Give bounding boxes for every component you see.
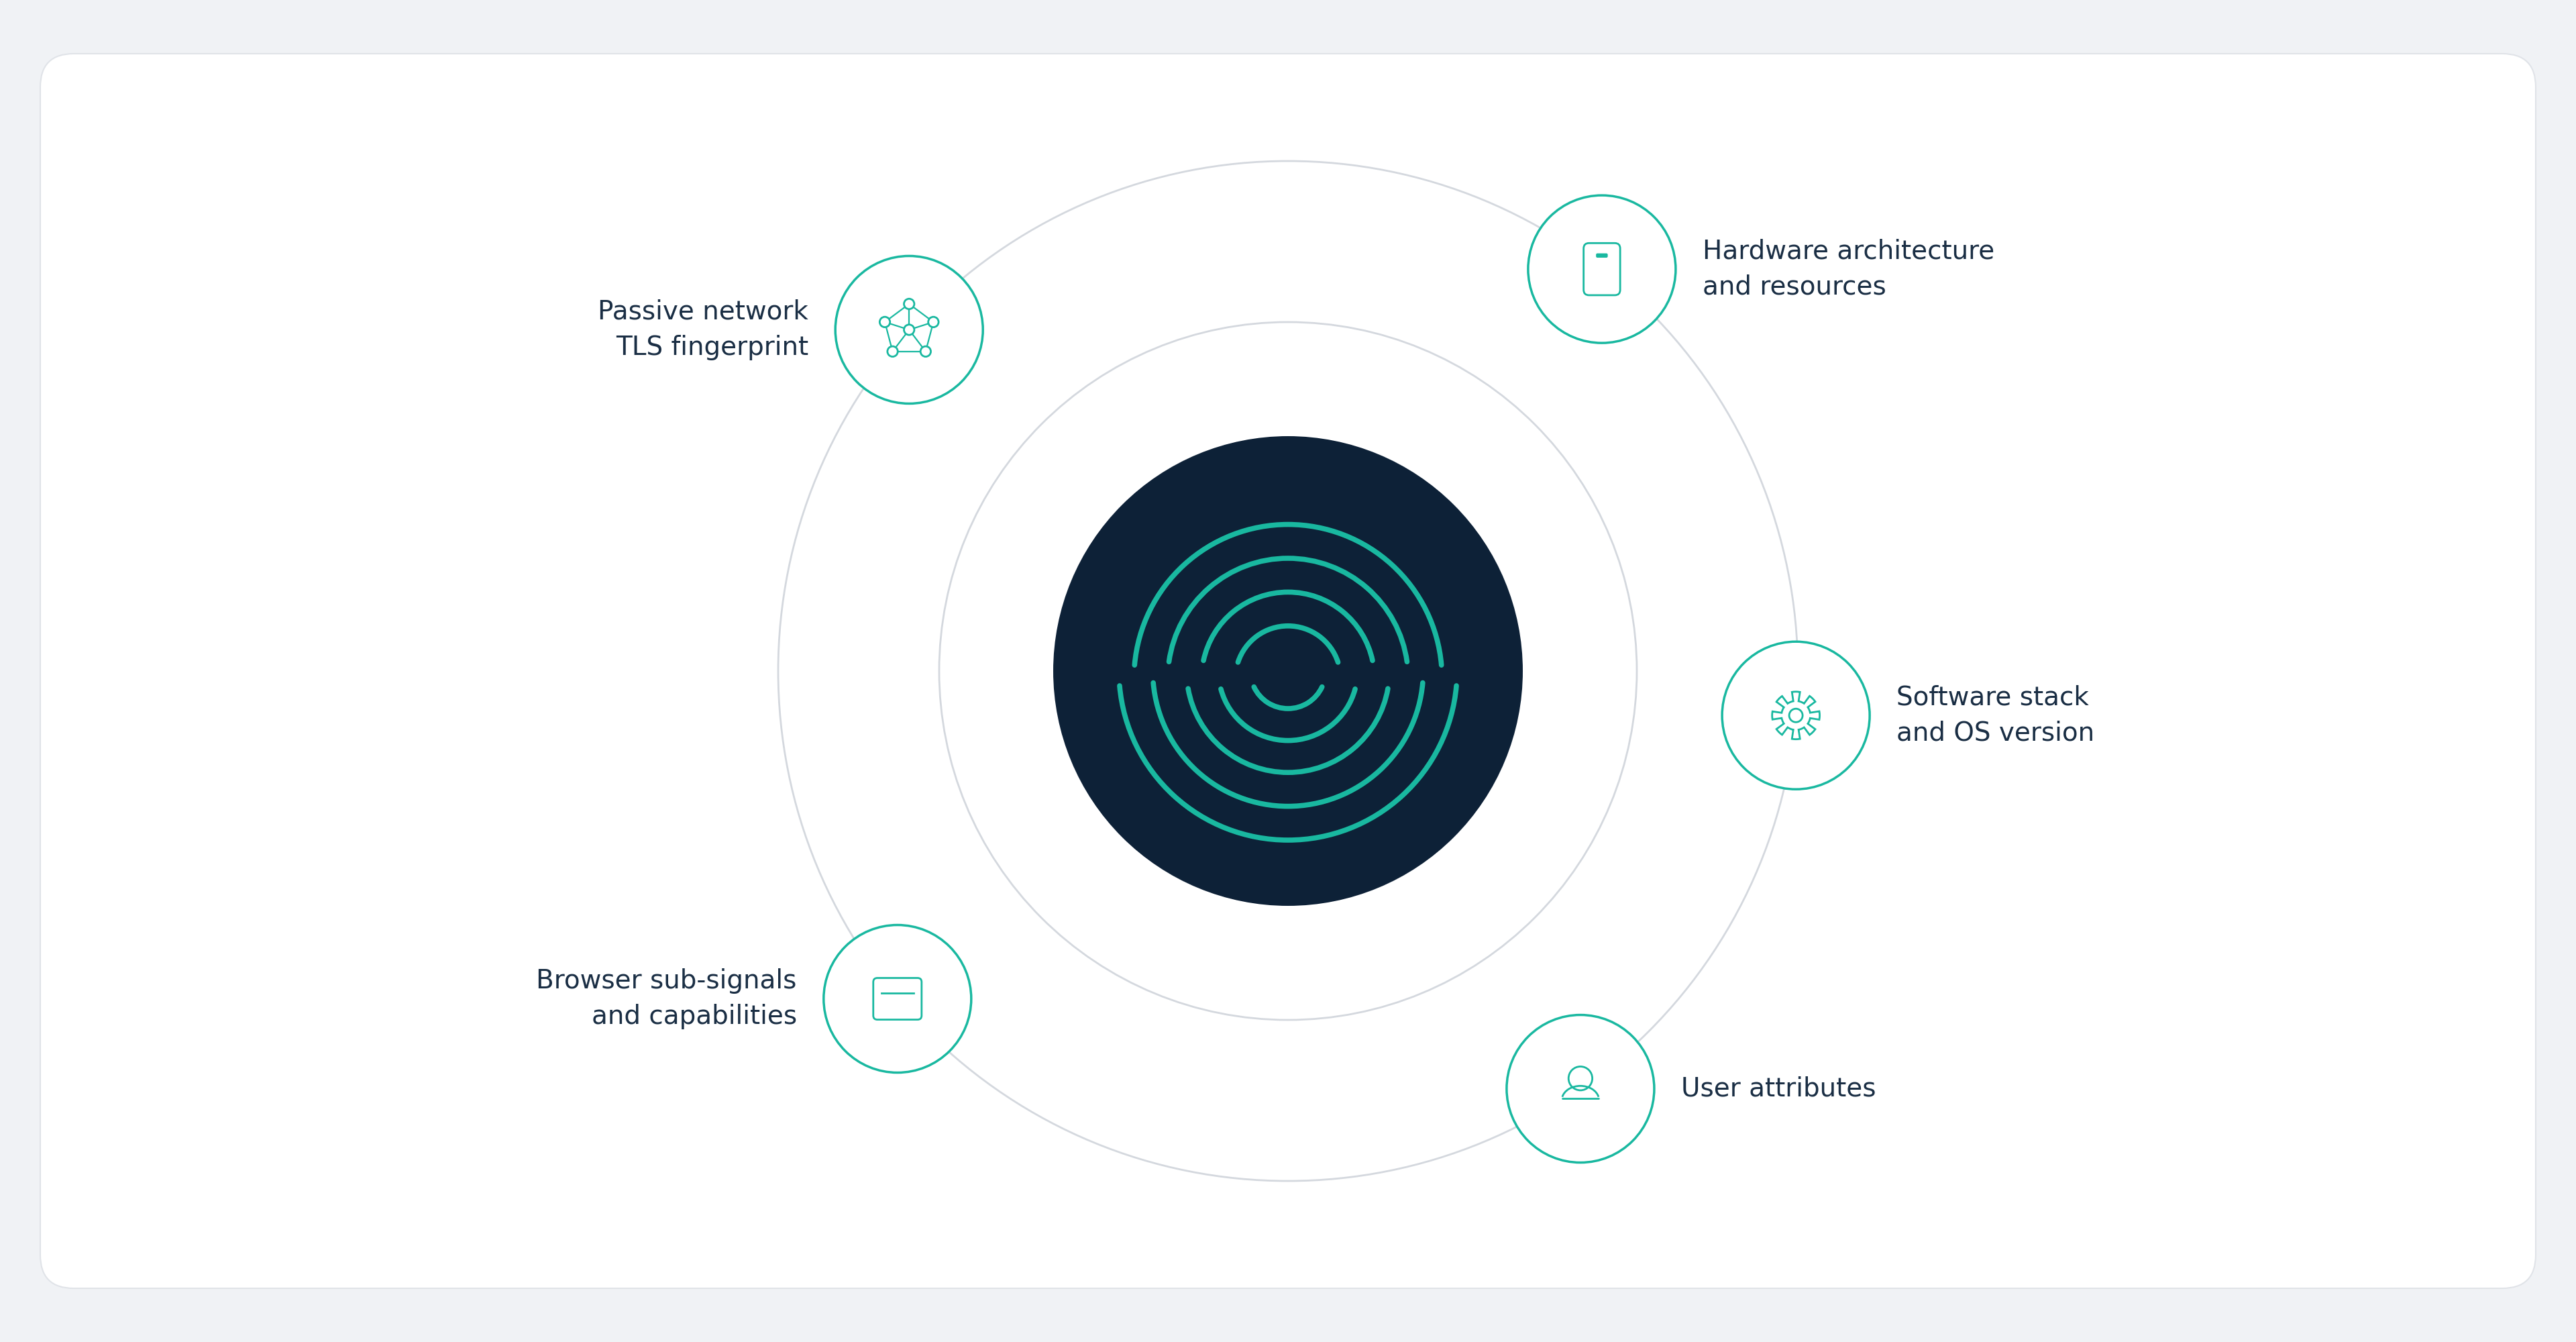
- Text: User attributes: User attributes: [1682, 1076, 1875, 1102]
- Circle shape: [1528, 196, 1674, 344]
- Circle shape: [824, 925, 971, 1072]
- Text: Software stack
and OS version: Software stack and OS version: [1896, 684, 2094, 746]
- FancyBboxPatch shape: [1597, 254, 1607, 258]
- Circle shape: [920, 346, 930, 357]
- Text: Hardware architecture
and resources: Hardware architecture and resources: [1703, 239, 1994, 299]
- FancyBboxPatch shape: [41, 54, 2535, 1288]
- Circle shape: [886, 346, 899, 357]
- Circle shape: [1723, 641, 1870, 789]
- Text: Browser sub-signals
and capabilities: Browser sub-signals and capabilities: [536, 969, 796, 1029]
- Circle shape: [835, 256, 984, 404]
- Circle shape: [904, 299, 914, 309]
- Circle shape: [1054, 436, 1522, 906]
- Circle shape: [878, 317, 889, 327]
- Circle shape: [1507, 1015, 1654, 1162]
- Text: Passive network
TLS fingerprint: Passive network TLS fingerprint: [598, 299, 809, 360]
- Circle shape: [904, 325, 914, 336]
- Circle shape: [927, 317, 938, 327]
